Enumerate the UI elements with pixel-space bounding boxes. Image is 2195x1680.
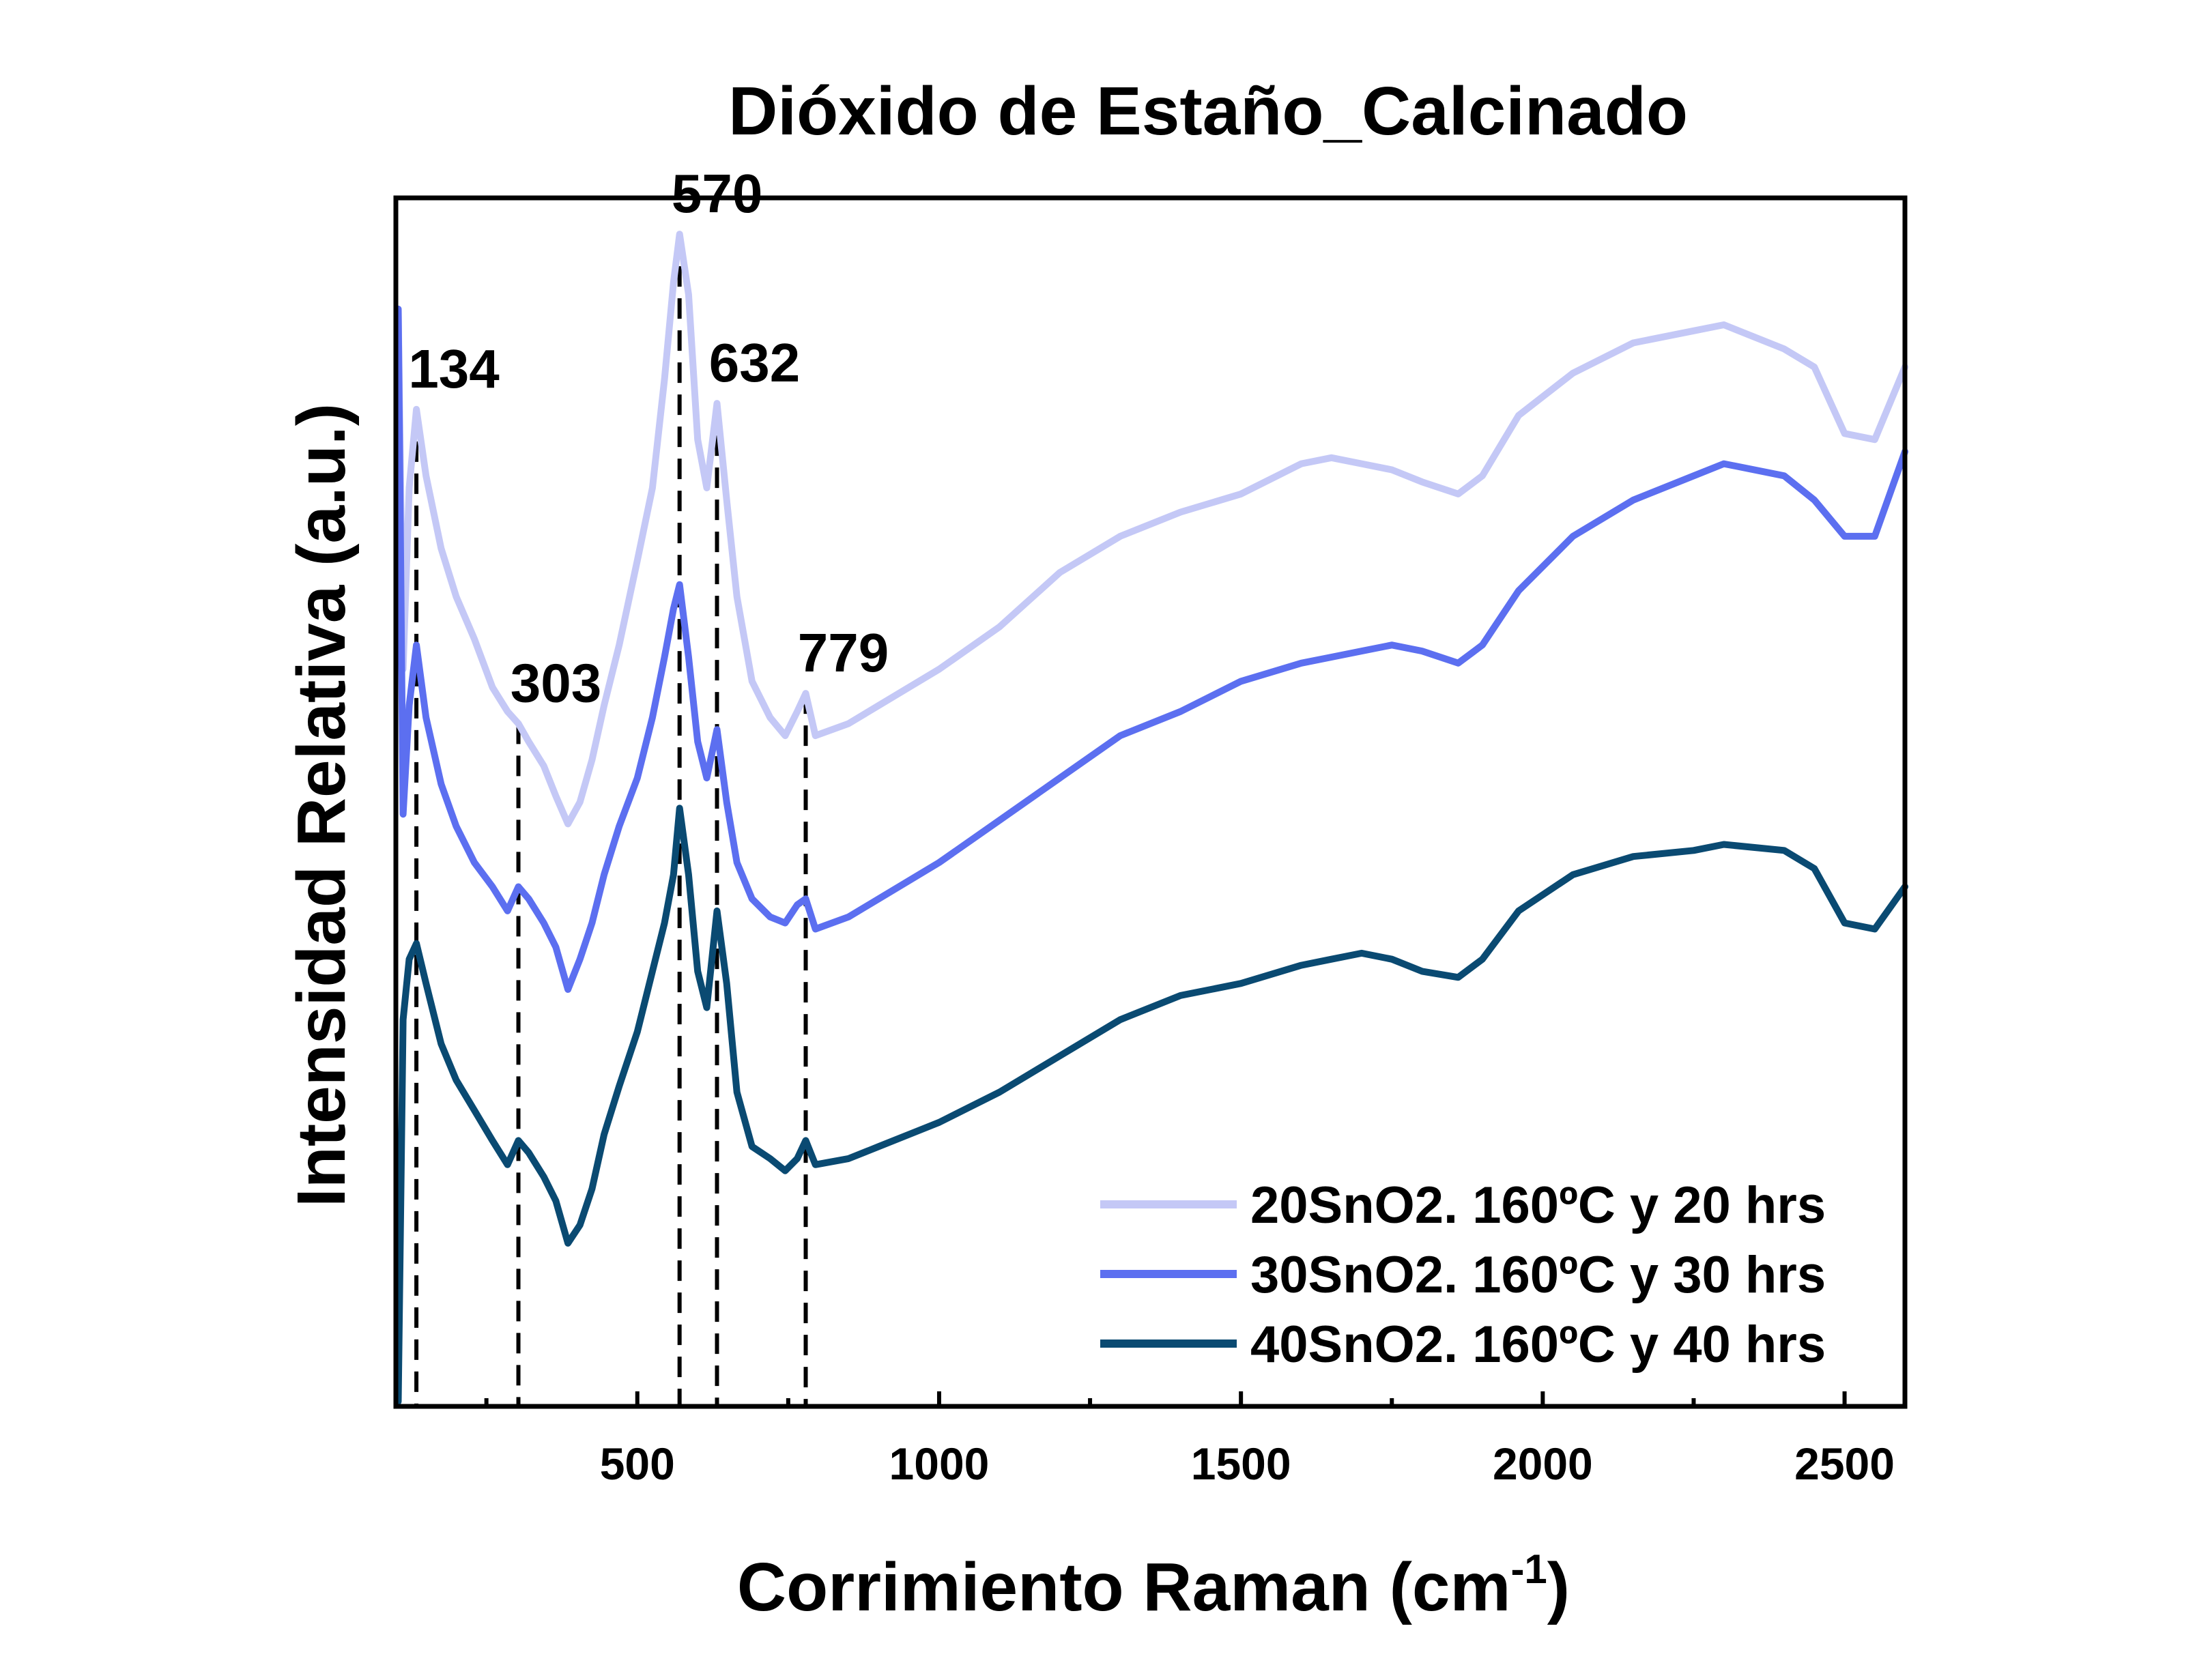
peak-label-632: 632 bbox=[709, 332, 800, 393]
x-tick-label: 500 bbox=[600, 1438, 675, 1489]
peak-labels: 134 303 570 632 779 bbox=[408, 163, 889, 713]
x-axis-label-superscript: -1 bbox=[1510, 1546, 1547, 1592]
peak-reference-lines bbox=[414, 234, 808, 1406]
series-lines bbox=[394, 231, 1908, 1405]
x-tick-label: 2000 bbox=[1493, 1438, 1593, 1489]
legend-label-2: 30SnO2. 160ºC y 30 hrs bbox=[1250, 1246, 1826, 1304]
x-axis-ticks: 500 1000 1500 2000 2500 bbox=[484, 1391, 1895, 1489]
series-line-1 bbox=[394, 231, 1908, 828]
legend-label-1: 20SnO2. 160ºC y 20 hrs bbox=[1250, 1176, 1826, 1234]
series-line-3 bbox=[394, 805, 1908, 1405]
legend: 20SnO2. 160ºC y 20 hrs 30SnO2. 160ºC y 30… bbox=[1100, 1176, 1826, 1374]
x-tick-label: 2500 bbox=[1794, 1438, 1895, 1489]
legend-label-3: 40SnO2. 160ºC y 40 hrs bbox=[1250, 1316, 1826, 1374]
series-line-2 bbox=[394, 305, 1908, 993]
y-axis-label: Intensidad Relativa (a.u.) bbox=[283, 403, 360, 1207]
x-tick-label: 1500 bbox=[1191, 1438, 1291, 1489]
peak-label-779: 779 bbox=[798, 622, 889, 683]
plot-frame bbox=[393, 195, 1908, 1409]
x-axis-label-end: ) bbox=[1547, 1549, 1570, 1625]
chart-title: Dióxido de Estaño_Calcinado bbox=[728, 73, 1688, 149]
peak-label-303: 303 bbox=[511, 652, 601, 713]
peak-label-570: 570 bbox=[672, 163, 762, 224]
peak-label-134: 134 bbox=[408, 338, 500, 399]
x-axis-label: Corrimiento Raman (cm-1) bbox=[737, 1546, 1570, 1625]
x-tick-label: 1000 bbox=[889, 1438, 990, 1489]
